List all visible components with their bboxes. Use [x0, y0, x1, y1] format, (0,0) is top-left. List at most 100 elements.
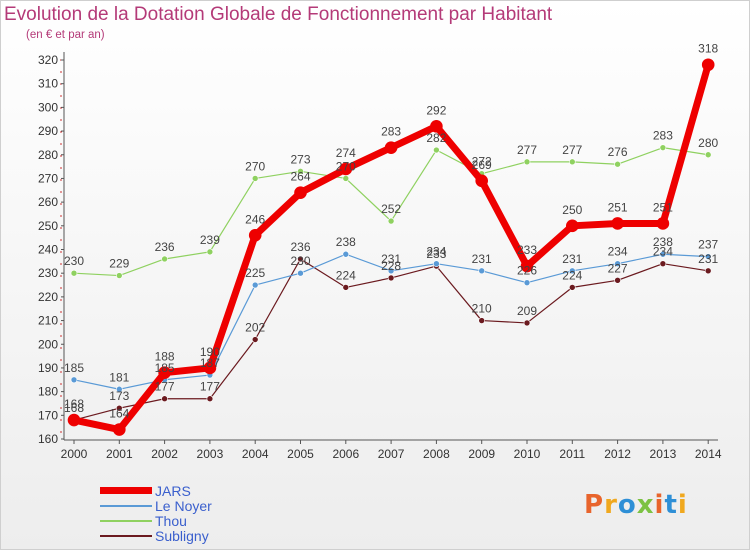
proxiti-logo: Proxiti — [584, 490, 688, 520]
series-layer — [67, 58, 715, 436]
data-point-jars — [701, 58, 715, 72]
data-label-le-noyer: 226 — [517, 264, 537, 278]
data-labels-layer: 168 173 177 177 202 236 224 228 233 210 209 224 227 2… — [64, 42, 719, 421]
data-point-subligny — [523, 319, 531, 327]
data-point-thou — [523, 158, 531, 166]
data-label-le-noyer: 237 — [698, 238, 718, 252]
data-point-thou — [433, 146, 440, 154]
data-label-subligny: 236 — [290, 240, 310, 254]
data-point-le-noyer — [116, 385, 123, 393]
data-label-le-noyer: 231 — [381, 252, 401, 266]
data-label-thou: 270 — [245, 159, 265, 173]
data-label-subligny: 224 — [336, 268, 356, 282]
legend-swatch-subligny — [100, 535, 152, 537]
data-point-subligny — [206, 395, 214, 403]
data-point-thou — [342, 175, 350, 182]
data-point-jars — [203, 361, 217, 375]
data-label-jars: 188 — [155, 350, 175, 364]
data-point-subligny — [251, 336, 259, 343]
data-label-le-noyer: 234 — [426, 245, 446, 259]
data-point-jars — [475, 174, 489, 188]
data-point-jars — [67, 413, 81, 427]
data-point-thou — [568, 158, 576, 166]
data-point-thou — [297, 168, 304, 175]
data-point-thou — [387, 217, 395, 225]
data-point-subligny — [614, 276, 621, 284]
legend-label-thou: Thou — [155, 513, 187, 529]
data-label-jars: 250 — [562, 203, 582, 217]
legend-label-subligny: Subligny — [155, 528, 209, 544]
data-label-jars: 251 — [653, 200, 673, 214]
data-label-subligny: 202 — [245, 321, 265, 335]
data-label-jars: 318 — [698, 42, 718, 56]
y-tick-label: 240 — [38, 243, 58, 257]
data-point-jars — [384, 141, 398, 154]
data-label-thou: 273 — [290, 152, 310, 166]
x-tick-label: 2004 — [242, 447, 269, 461]
data-point-jars — [565, 219, 579, 233]
y-tick-label: 170 — [38, 408, 58, 422]
data-point-jars — [656, 217, 670, 230]
data-point-jars — [611, 217, 624, 230]
data-point-thou — [659, 144, 667, 151]
chart-title: Evolution de la Dotation Globale de Fonc… — [4, 4, 553, 25]
data-point-subligny — [297, 255, 304, 263]
series-le-noyer — [70, 250, 712, 393]
data-label-le-noyer: 185 — [155, 361, 175, 375]
x-tick-label: 2008 — [423, 447, 450, 461]
y-tick-label: 210 — [38, 314, 58, 328]
x-tick-label: 2009 — [468, 447, 495, 461]
y-tick-label: 320 — [38, 53, 58, 67]
data-point-jars — [339, 162, 353, 176]
data-point-thou — [161, 255, 168, 263]
data-label-thou: 230 — [64, 254, 84, 268]
data-point-le-noyer — [297, 269, 304, 277]
data-label-thou: 276 — [608, 145, 628, 159]
legend-swatch-thou — [100, 520, 152, 522]
logo-letter: x — [636, 490, 655, 520]
data-point-jars — [113, 423, 126, 436]
x-tick-label: 2002 — [151, 447, 178, 461]
y-tick-label: 270 — [38, 171, 58, 185]
y-tick-label: 200 — [38, 337, 58, 351]
data-label-subligny: 228 — [381, 259, 401, 273]
data-label-jars: 292 — [426, 103, 446, 117]
y-tick-label: 250 — [38, 219, 58, 233]
data-label-jars: 274 — [336, 146, 356, 160]
data-point-le-noyer — [387, 267, 395, 275]
data-label-jars: 164 — [109, 407, 129, 421]
data-point-subligny — [568, 284, 576, 291]
data-label-thou: 252 — [381, 202, 401, 216]
chart-subtitle: (en € et par an) — [26, 29, 105, 41]
data-point-subligny — [704, 267, 712, 275]
data-label-le-noyer: 225 — [245, 266, 265, 280]
data-label-le-noyer: 238 — [336, 235, 356, 249]
data-label-subligny: 233 — [426, 247, 446, 261]
data-label-subligny: 173 — [109, 389, 129, 403]
series-subligny — [70, 255, 712, 424]
data-label-subligny: 168 — [64, 401, 84, 415]
data-label-subligny: 177 — [155, 380, 175, 394]
y-tick-label: 230 — [38, 266, 58, 280]
data-label-le-noyer: 238 — [653, 235, 673, 249]
data-label-thou: 280 — [698, 136, 718, 150]
data-label-thou: 277 — [562, 143, 582, 157]
data-point-subligny — [161, 395, 168, 403]
x-tick-label: 2007 — [378, 447, 405, 461]
data-point-le-noyer — [70, 376, 78, 384]
x-tick-label: 2005 — [287, 447, 314, 461]
data-point-thou — [206, 248, 214, 256]
y-tick-label: 310 — [38, 77, 58, 91]
data-point-le-noyer — [704, 253, 712, 260]
data-point-subligny — [478, 317, 486, 324]
data-label-jars: 264 — [290, 170, 310, 184]
data-label-le-noyer: 187 — [200, 356, 220, 370]
data-label-le-noyer: 181 — [109, 370, 129, 384]
logo-letter: i — [654, 490, 665, 520]
data-point-subligny — [387, 274, 395, 282]
data-point-le-noyer — [342, 250, 350, 258]
logo-letter: o — [617, 490, 637, 520]
logo-letter: r — [604, 490, 618, 520]
data-point-thou — [70, 269, 78, 277]
